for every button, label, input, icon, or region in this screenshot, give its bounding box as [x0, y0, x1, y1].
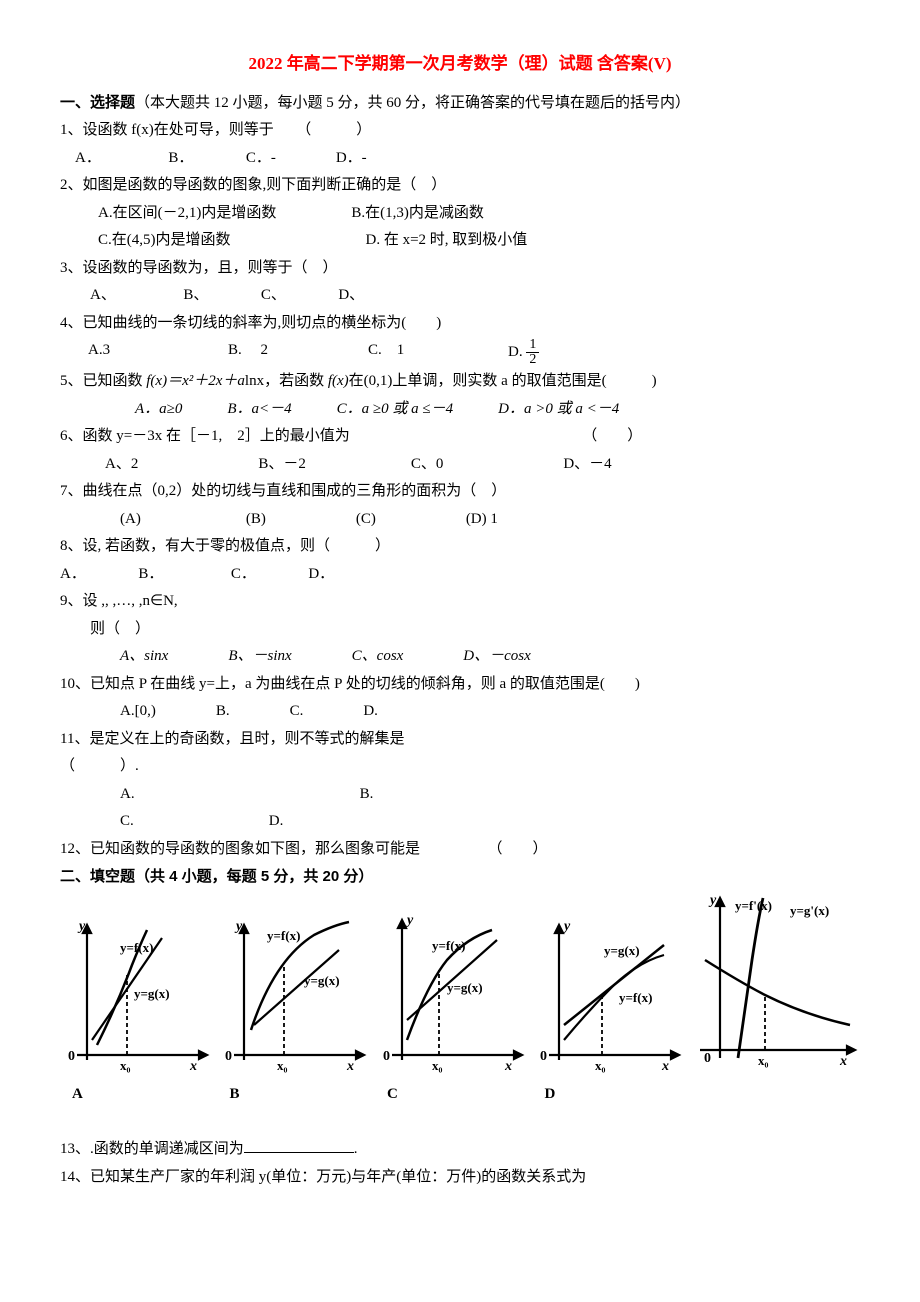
- q3: 3、设函数的导函数为，且，则等于（ ）: [60, 256, 860, 282]
- page-title: 2022 年高二下学期第一次月考数学（理）试题 含答案(V): [60, 50, 860, 79]
- graph-a: 0 y x x₀ y=f(x) y=g(x) A: [60, 910, 214, 1108]
- section1: 一、选择题（本大题共 12 小题，每小题 5 分，共 60 分，将正确答案的代号…: [60, 91, 860, 117]
- q6-opts: A、2 B、－2 C、0 D、－4: [60, 452, 860, 478]
- svg-text:y=g'(x): y=g'(x): [790, 903, 829, 918]
- graph-a-label: A: [60, 1082, 214, 1108]
- q11: 11、是定义在上的奇函数，且时，则不等式的解集是: [60, 727, 860, 753]
- q9-opts: A、sinx B、－sinx C、cosx D、－cosx: [60, 644, 860, 670]
- svg-text:x₀: x₀: [120, 1058, 131, 1073]
- svg-text:y=f(x): y=f(x): [267, 928, 300, 943]
- q5-opts: A．a≥0 B．a<－4 C．a ≥0 或 a ≤－4 D．a >0 或 a <…: [60, 397, 860, 423]
- svg-text:y: y: [708, 893, 717, 908]
- svg-text:y=g(x): y=g(x): [134, 986, 170, 1001]
- svg-text:y=g(x): y=g(x): [604, 943, 640, 958]
- section1-head: 一、选择题: [60, 95, 135, 111]
- svg-text:x₀: x₀: [432, 1058, 443, 1073]
- q8-opts: A． B． C． D．: [60, 562, 860, 588]
- q1: 1、设函数 f(x)在处可导，则等于 （ ）: [60, 118, 860, 144]
- graph-d: 0 y x x₀ y=g(x) y=f(x) D: [533, 910, 687, 1108]
- q4-opt-d: D. 12: [508, 338, 539, 367]
- svg-text:y=f'(x): y=f'(x): [735, 898, 772, 913]
- q11-opts2: C. D.: [60, 809, 860, 835]
- q4-opt-b: B. 2: [228, 338, 368, 367]
- svg-text:y=f(x): y=f(x): [619, 990, 652, 1005]
- q1-opts: A． B． C．- D．-: [60, 146, 860, 172]
- svg-text:x: x: [504, 1059, 512, 1074]
- svg-text:x₀: x₀: [595, 1058, 606, 1073]
- svg-text:y=g(x): y=g(x): [447, 980, 483, 995]
- q10: 10、已知点 P 在曲线 y=上，a 为曲线在点 P 处的切线的倾斜角，则 a …: [60, 672, 860, 698]
- q2: 2、如图是函数的导函数的图象,则下面判断正确的是（ ）: [60, 173, 860, 199]
- svg-text:y: y: [234, 919, 243, 934]
- svg-text:x₀: x₀: [758, 1053, 769, 1068]
- svg-text:y=f(x): y=f(x): [120, 940, 153, 955]
- graph-e: 0 y x x₀ y=f'(x) y=g'(x): [690, 910, 860, 1108]
- q14: 14、已知某生产厂家的年利润 y(单位：万元)与年产(单位：万件)的函数关系式为: [60, 1165, 860, 1191]
- q3-opts: A、 B、 C、 D、: [60, 283, 860, 309]
- svg-text:y: y: [562, 919, 571, 934]
- graph-row: 0 y x x₀ y=f(x) y=g(x) A 0 y x x₀ y=f(x)…: [60, 910, 860, 1108]
- q8: 8、设, 若函数，有大于零的极值点，则（ ）: [60, 534, 860, 560]
- q10-opts: A.[0,) B. C. D.: [60, 699, 860, 725]
- svg-text:y=g(x): y=g(x): [304, 973, 340, 988]
- q4-opt-a: A.3: [88, 338, 228, 367]
- q13: 13、.函数的单调递减区间为.: [60, 1137, 860, 1163]
- svg-text:x: x: [661, 1059, 669, 1074]
- graph-b: 0 y x x₀ y=f(x) y=g(x) B: [218, 910, 372, 1108]
- svg-text:0: 0: [383, 1049, 390, 1064]
- q11-opts1: A. B.: [60, 782, 860, 808]
- section2: 二、填空题（共 4 小题，每题 5 分，共 20 分）: [60, 864, 860, 890]
- q7: 7、曲线在点（0,2）处的切线与直线和围成的三角形的面积为（ ）: [60, 479, 860, 505]
- q7-opts: (A) (B) (C) (D) 1: [60, 507, 860, 533]
- svg-text:0: 0: [68, 1049, 75, 1064]
- graph-d-label: D: [533, 1082, 687, 1108]
- q4-opt-c: C. 1: [368, 338, 508, 367]
- svg-text:x: x: [839, 1054, 847, 1069]
- svg-text:x: x: [189, 1059, 197, 1074]
- svg-text:x: x: [346, 1059, 354, 1074]
- graph-b-label: B: [218, 1082, 372, 1108]
- svg-text:y: y: [77, 919, 86, 934]
- svg-text:x₀: x₀: [277, 1058, 288, 1073]
- section1-desc: （本大题共 12 小题，每小题 5 分，共 60 分，将正确答案的代号填在题后的…: [135, 95, 690, 111]
- q2-b: C.在(4,5)内是增函数 D. 在 x=2 时, 取到极小值: [60, 228, 860, 254]
- svg-text:0: 0: [225, 1049, 232, 1064]
- blank-fill: [244, 1137, 354, 1153]
- q5: 5、已知函数 f(x)＝x²＋2x＋alnx，若函数 f(x)在(0,1)上单调…: [60, 369, 860, 395]
- q4-opts: A.3 B. 2 C. 1 D. 12: [60, 338, 860, 367]
- fraction-half: 12: [526, 338, 539, 367]
- graph-c-label: C: [375, 1082, 529, 1108]
- svg-text:y=f(x): y=f(x): [432, 938, 465, 953]
- q4: 4、已知曲线的一条切线的斜率为,则切点的横坐标为( ): [60, 311, 860, 337]
- q6: 6、函数 y=－3x 在［－1, 2］上的最小值为 （ ）: [60, 424, 860, 450]
- svg-text:0: 0: [540, 1049, 547, 1064]
- svg-text:y: y: [405, 913, 414, 928]
- q9: 9、设 ,, ,…, ,n∈N,: [60, 589, 860, 615]
- graph-c: 0 y x x₀ y=f(x) y=g(x) C: [375, 910, 529, 1108]
- q11b: （ ）.: [60, 754, 860, 780]
- q9b: 则（ ）: [60, 617, 860, 643]
- q12: 12、已知函数的导函数的图象如下图，那么图象可能是 （ ）: [60, 837, 860, 863]
- svg-text:0: 0: [704, 1051, 711, 1066]
- q2-a: A.在区间(－2,1)内是增函数 B.在(1,3)内是减函数: [60, 201, 860, 227]
